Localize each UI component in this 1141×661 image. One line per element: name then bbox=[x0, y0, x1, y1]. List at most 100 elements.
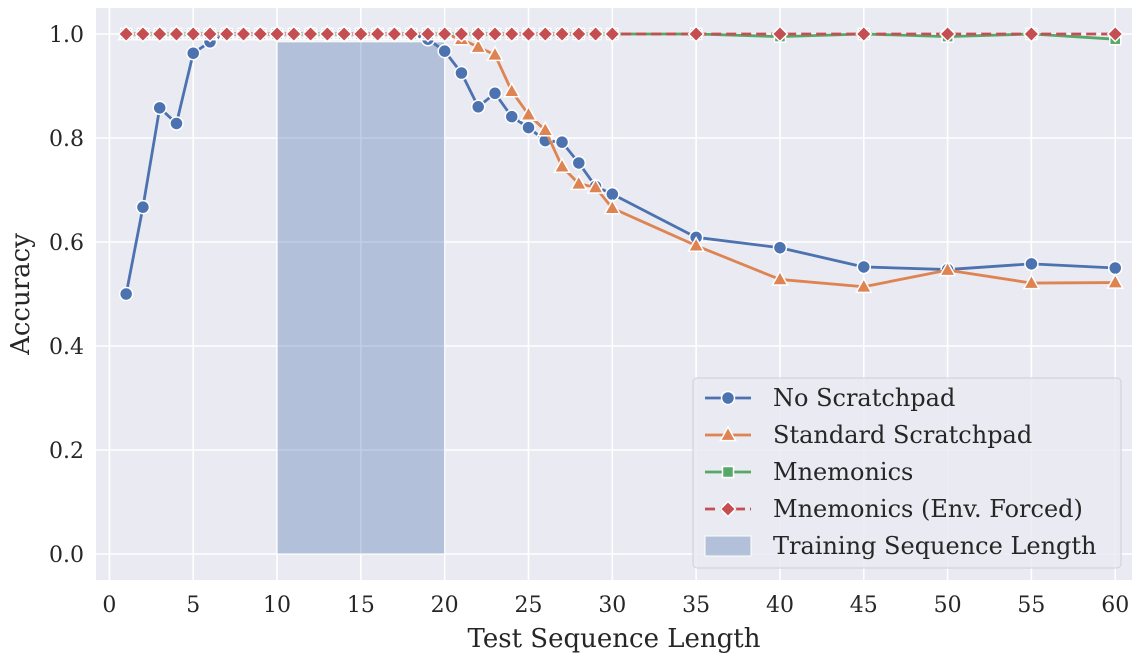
legend-marker-standard-scratchpad bbox=[719, 425, 737, 442]
y-axis-title: Accuracy bbox=[6, 233, 36, 356]
data-point-standard-scratchpad bbox=[1106, 273, 1125, 289]
data-point-no-scratchpad bbox=[454, 65, 469, 81]
data-point-mnemonics-env-forced bbox=[268, 25, 286, 43]
data-point-standard-scratchpad bbox=[771, 269, 789, 286]
x-tick-label: 10 bbox=[263, 593, 291, 618]
y-tick-label: 0.6 bbox=[49, 231, 84, 256]
legend-marker-no-scratchpad bbox=[720, 390, 736, 406]
data-point-mnemonics-env-forced bbox=[318, 25, 336, 43]
x-axis-title: Test Sequence Length bbox=[468, 624, 761, 654]
data-point-mnemonics-env-forced bbox=[486, 25, 504, 43]
data-point-mnemonics-env-forced bbox=[184, 25, 202, 43]
legend-marker-mnemonics bbox=[721, 465, 735, 479]
legend: No Scratchpad Standard Scratchpad Mnemonic… bbox=[692, 377, 1122, 569]
y-tick-label: 0.0 bbox=[49, 543, 84, 568]
data-point-mnemonics-env-forced bbox=[419, 25, 437, 43]
data-point-mnemonics-env-forced bbox=[603, 25, 621, 43]
data-point-mnemonics-env-forced bbox=[436, 25, 454, 43]
training-region bbox=[276, 41, 446, 555]
data-point-mnemonics-env-forced bbox=[151, 25, 169, 43]
data-point-mnemonics-env-forced bbox=[335, 25, 353, 43]
x-tick-label: 40 bbox=[766, 593, 794, 618]
legend-swatch-training-region bbox=[704, 535, 752, 557]
data-point-mnemonics-env-forced bbox=[385, 25, 403, 43]
data-point-standard-scratchpad bbox=[687, 236, 706, 252]
data-point-mnemonics-env-forced bbox=[302, 25, 320, 43]
data-point-mnemonics-env-forced bbox=[1106, 25, 1124, 43]
shade-layer bbox=[276, 41, 446, 555]
data-point-mnemonics-env-forced bbox=[167, 25, 186, 43]
data-point-no-scratchpad bbox=[1107, 260, 1123, 276]
x-tick-label: 45 bbox=[850, 593, 878, 618]
series-layer bbox=[117, 24, 1125, 302]
data-point-standard-scratchpad bbox=[536, 120, 555, 137]
data-point-mnemonics-env-forced bbox=[687, 25, 705, 43]
data-point-mnemonics-env-forced bbox=[503, 25, 521, 43]
data-point-no-scratchpad bbox=[135, 199, 151, 215]
x-tick-label: 15 bbox=[347, 593, 375, 618]
data-point-no-scratchpad bbox=[169, 116, 184, 131]
legend-box bbox=[692, 377, 1122, 569]
data-point-no-scratchpad bbox=[571, 155, 587, 171]
x-tick-label: 0 bbox=[102, 593, 116, 618]
legend-label-standard-scratchpad: Standard Scratchpad bbox=[773, 421, 1032, 449]
data-point-no-scratchpad bbox=[118, 286, 134, 302]
data-point-mnemonics-env-forced bbox=[134, 25, 152, 43]
data-point-standard-scratchpad bbox=[486, 45, 504, 62]
data-point-mnemonics-env-forced bbox=[218, 25, 236, 43]
data-point-no-scratchpad bbox=[152, 100, 167, 116]
data-point-mnemonics-env-forced bbox=[939, 25, 957, 43]
data-point-mnemonics-env-forced bbox=[201, 25, 219, 43]
data-point-mnemonics-env-forced bbox=[452, 25, 471, 43]
data-point-mnemonics-env-forced bbox=[285, 25, 303, 43]
x-tick-label: 60 bbox=[1101, 593, 1129, 618]
data-point-mnemonics-env-forced bbox=[586, 25, 605, 43]
data-point-no-scratchpad bbox=[521, 120, 536, 135]
data-point-mnemonics-env-forced bbox=[570, 25, 588, 43]
x-tick-label: 55 bbox=[1017, 593, 1045, 618]
data-point-standard-scratchpad bbox=[586, 177, 605, 194]
x-tick-label: 5 bbox=[186, 593, 200, 618]
data-point-mnemonics-env-forced bbox=[536, 25, 554, 43]
data-point-mnemonics-env-forced bbox=[352, 25, 370, 43]
data-point-mnemonics-env-forced bbox=[771, 25, 789, 43]
data-point-standard-scratchpad bbox=[469, 37, 488, 54]
data-point-no-scratchpad bbox=[1024, 256, 1039, 272]
data-point-no-scratchpad bbox=[470, 99, 486, 115]
data-point-mnemonics-env-forced bbox=[369, 25, 387, 43]
legend-label-mnemonics: Mnemonics bbox=[773, 458, 913, 486]
data-point-mnemonics-env-forced bbox=[855, 25, 873, 43]
legend-label-training-region: Training Sequence Length bbox=[773, 532, 1097, 560]
data-point-standard-scratchpad bbox=[553, 157, 571, 173]
data-point-mnemonics-env-forced bbox=[469, 25, 487, 43]
data-point-mnemonics-env-forced bbox=[519, 25, 538, 43]
data-point-standard-scratchpad bbox=[569, 174, 588, 191]
data-point-standard-scratchpad bbox=[1022, 273, 1041, 290]
data-point-no-scratchpad bbox=[437, 43, 452, 59]
data-point-no-scratchpad bbox=[487, 86, 503, 101]
data-point-no-scratchpad bbox=[185, 45, 201, 61]
data-point-no-scratchpad bbox=[772, 240, 788, 255]
data-point-no-scratchpad bbox=[856, 259, 872, 275]
data-point-mnemonics-env-forced bbox=[402, 25, 420, 43]
x-tick-label: 50 bbox=[934, 593, 962, 618]
data-point-standard-scratchpad bbox=[938, 260, 957, 277]
legend-label-mnemonics-env-forced: Mnemonics (Env. Forced) bbox=[773, 495, 1083, 523]
y-tick-label: 0.2 bbox=[49, 439, 84, 464]
x-tick-label: 25 bbox=[515, 593, 543, 618]
data-point-mnemonics-env-forced bbox=[234, 25, 253, 43]
y-tick-label: 1.0 bbox=[49, 23, 84, 48]
data-point-no-scratchpad bbox=[554, 134, 570, 150]
y-tick-label: 0.4 bbox=[49, 335, 84, 360]
data-point-mnemonics-env-forced bbox=[251, 25, 269, 43]
data-point-mnemonics-env-forced bbox=[553, 25, 571, 43]
legend-marker-mnemonics-env-forced bbox=[719, 500, 737, 518]
data-point-mnemonics-env-forced bbox=[1022, 25, 1040, 43]
y-tick-labels: 0.0 0.2 0.4 0.6 0.8 1.0 bbox=[49, 23, 84, 568]
data-point-standard-scratchpad bbox=[854, 277, 873, 294]
data-point-mnemonics-env-forced bbox=[117, 25, 135, 43]
x-tick-label: 35 bbox=[682, 593, 710, 618]
series-mnemonics-env-forced bbox=[117, 25, 1124, 43]
x-tick-label: 30 bbox=[598, 593, 626, 618]
